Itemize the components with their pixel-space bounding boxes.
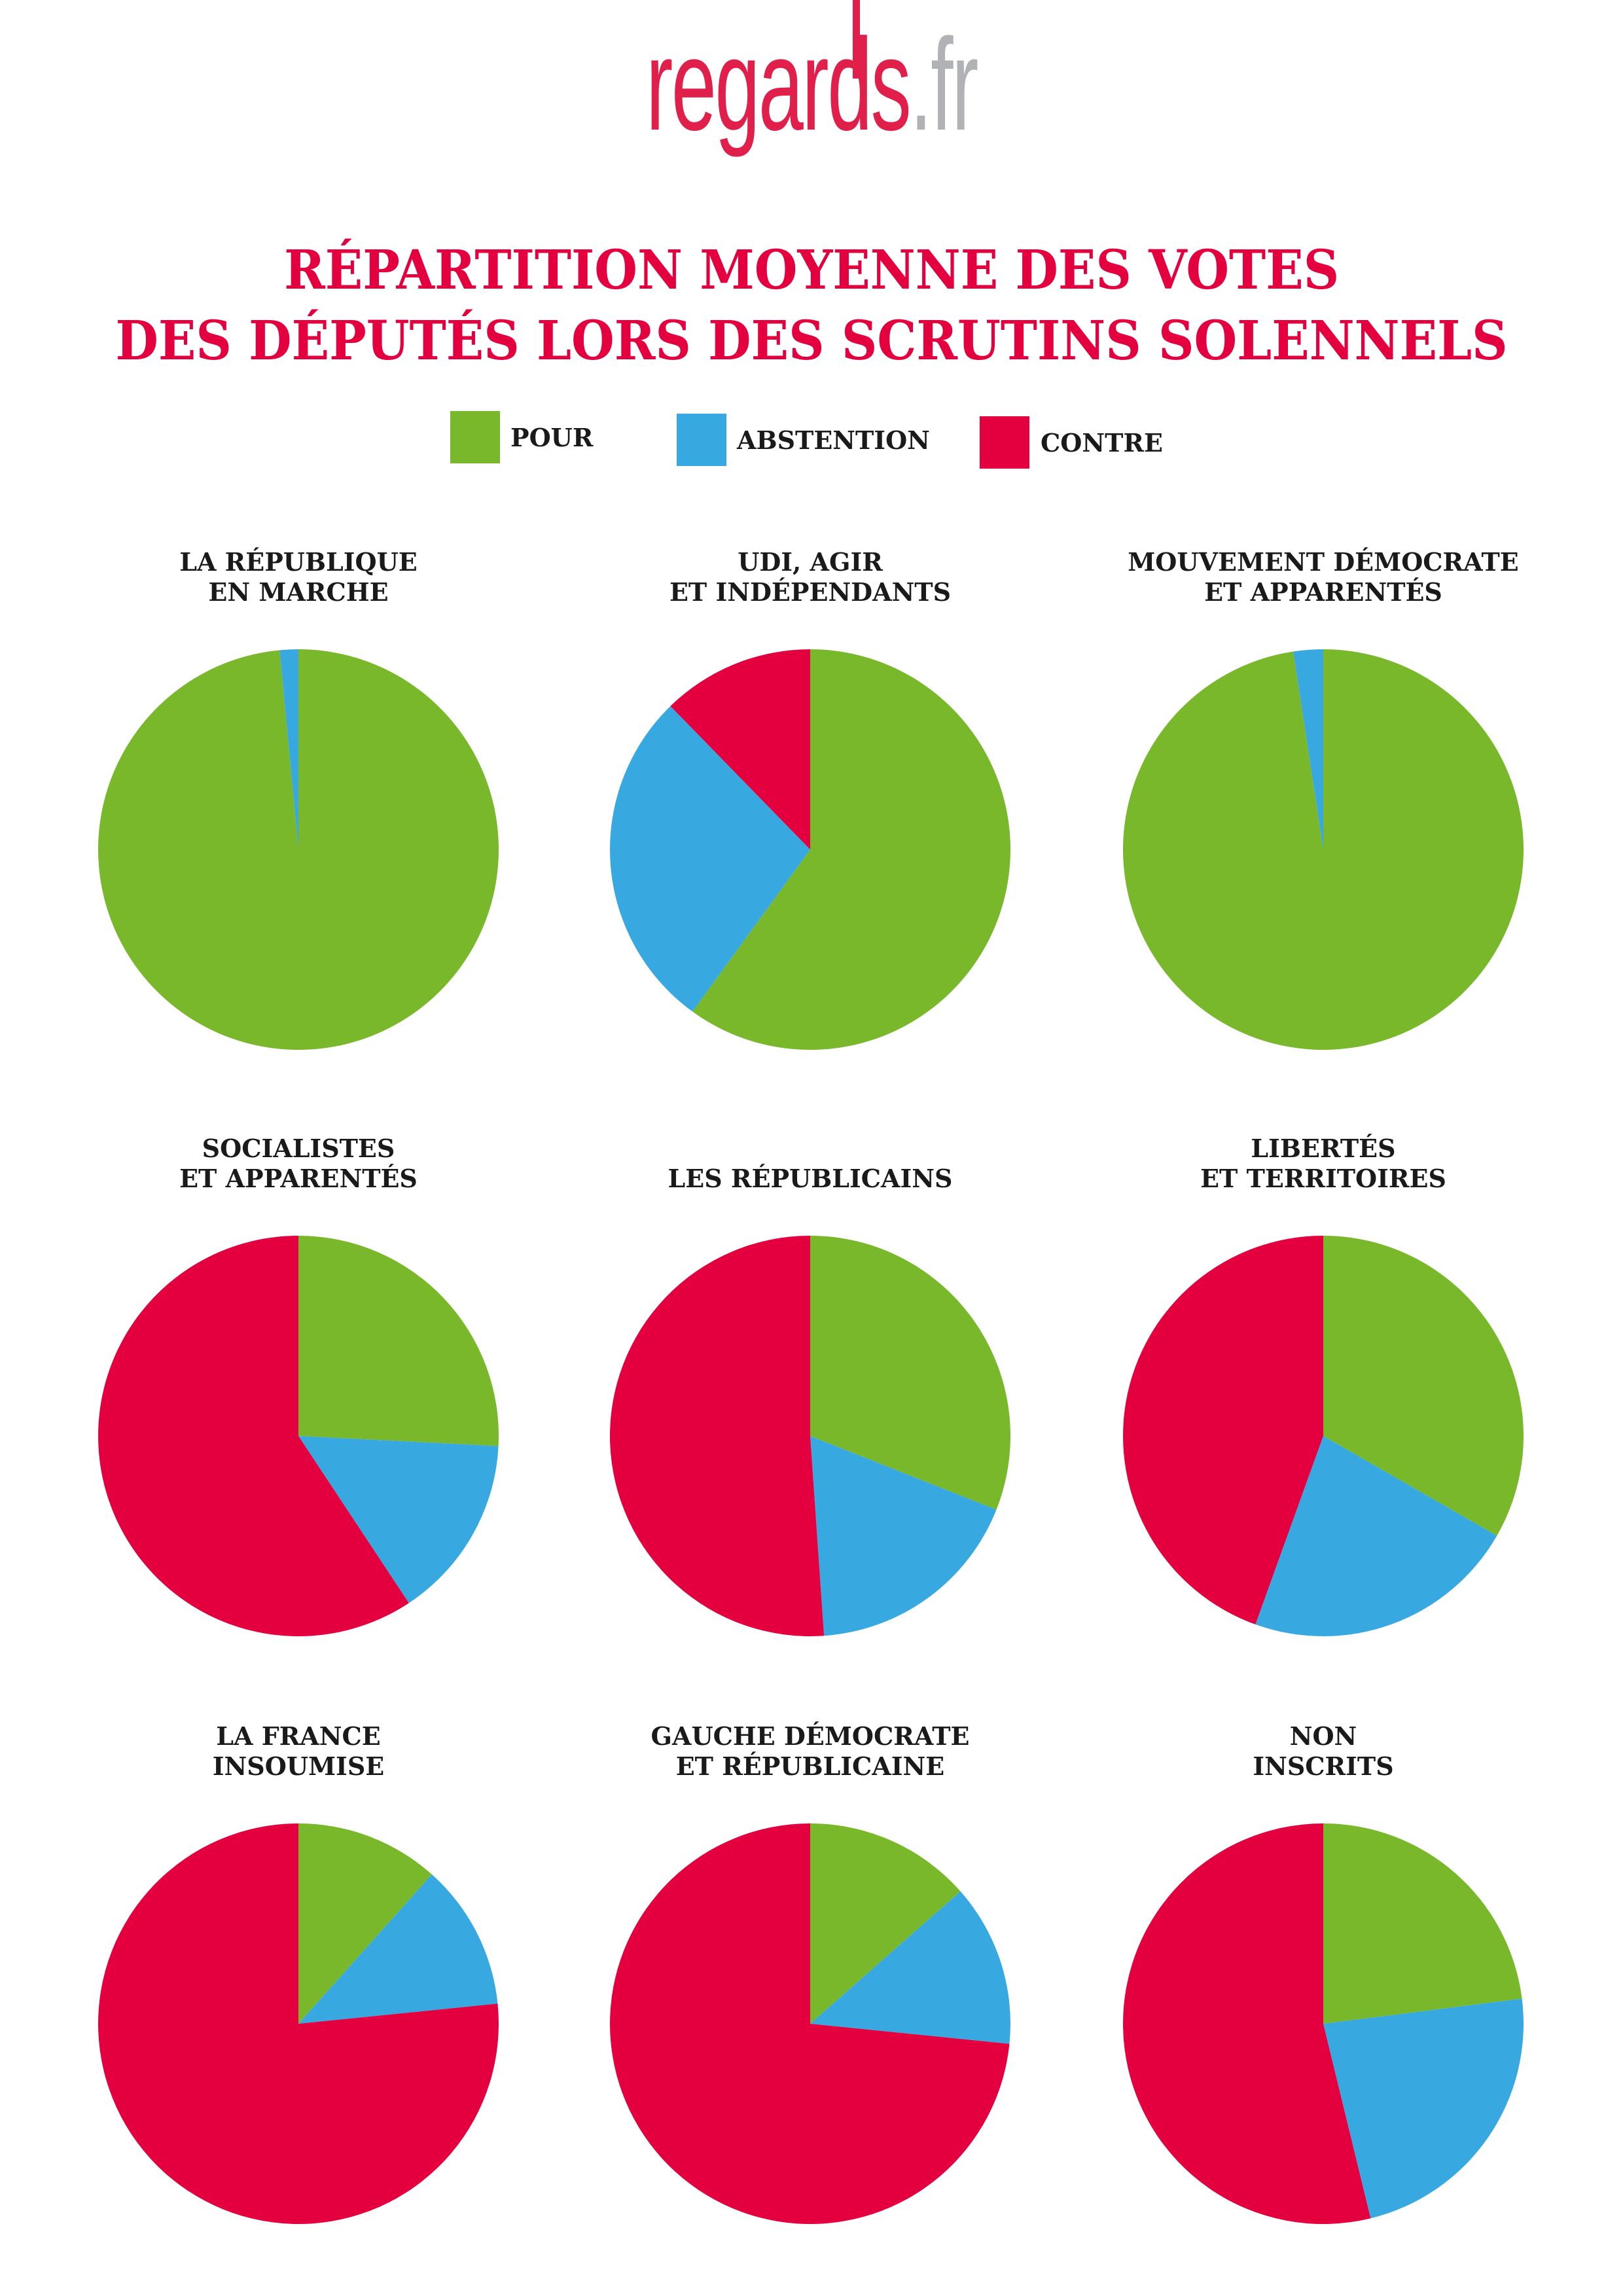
pie-slice-pour (810, 1236, 1010, 1510)
pie-title: LIBERTÉS ET TERRITOIRES (1075, 1134, 1572, 1194)
pie-title: LA FRANCE INSOUMISE (50, 1721, 547, 1782)
pie-title: UDI, AGIR ET INDÉPENDANTS (562, 547, 1059, 607)
pie-title-title-line1: SOCIALISTES (202, 1134, 395, 1163)
legend-label-abstention: ABSTENTION (737, 425, 930, 455)
logo-bar (853, 0, 860, 79)
pie-chart (609, 1236, 1010, 1636)
legend-swatch-contre (980, 416, 1029, 469)
pie-slice-contre (1123, 1823, 1371, 2224)
pie-slice-contre (98, 1236, 409, 1636)
pie-slice-abstention (298, 1874, 498, 2024)
pie-slice-contre (670, 649, 810, 850)
pie-title-title-line2: ET RÉPUBLICAINE (675, 1751, 945, 1781)
chart-title-line2: DES DÉPUTÉS LORS DES SCRUTINS SOLENNELS (115, 310, 1508, 372)
pie-slice-abstention (610, 706, 810, 1012)
pie-title: LA RÉPUBLIQUE EN MARCHE (50, 547, 547, 607)
legend-swatch-pour (450, 411, 500, 463)
pie-slice-abstention (298, 1436, 499, 1604)
pie-title-title-line2: INSOUMISE (212, 1751, 385, 1781)
pie-chart (1122, 1236, 1524, 1636)
pie-title-title-line1: MOUVEMENT DÉMOCRATE (1128, 547, 1519, 577)
pie-slice-abstention (810, 1436, 997, 1636)
pie-slice-abstention (1255, 1436, 1497, 1636)
pie-slice-pour (810, 1823, 961, 2024)
pie-title-title-line1: UDI, AGIR (738, 547, 883, 577)
legend-label-pour: POUR (510, 423, 594, 452)
pie-chart (98, 1823, 499, 2224)
pie-chart (98, 1236, 499, 1636)
pie-slice-abstention (810, 1891, 1010, 2044)
pie-title: SOCIALISTES ET APPARENTÉS (50, 1134, 547, 1194)
pie-slice-contre (98, 1823, 499, 2224)
pie-slice-pour (1323, 1823, 1522, 2024)
pie-title-title-line1: LA FRANCE (216, 1721, 381, 1751)
pie-slice-pour (1323, 1236, 1524, 1536)
pie-slice-abstention (279, 649, 298, 850)
pie-title-title-line2: INSCRITS (1253, 1751, 1394, 1781)
chart-title-line1: RÉPARTITION MOYENNE DES VOTES (283, 239, 1340, 302)
pie-title: GAUCHE DÉMOCRATE ET RÉPUBLICAINE (562, 1721, 1059, 1782)
logo-tld: .fr (910, 12, 978, 158)
pie-title-title-line1: LES RÉPUBLICAINS (668, 1164, 953, 1193)
pie-chart (1123, 1823, 1524, 2224)
pie-slice-pour (298, 1823, 432, 2024)
pie-slice-abstention (1323, 1998, 1524, 2219)
pie-slice-pour (692, 649, 1010, 1050)
logo-main: regards (646, 12, 912, 158)
pie-slice-contre (1122, 1236, 1323, 1624)
pie-chart (610, 649, 1010, 1050)
legend-swatch-abstention (677, 414, 726, 466)
pie-chart (609, 1823, 1010, 2224)
legend-label-contre: CONTRE (1041, 428, 1163, 457)
logo-text: regards.fr (646, 20, 978, 151)
regards-logo: regards.fr (0, 0, 1623, 170)
pie-slice-contre (609, 1236, 825, 1636)
pie-slice-abstention (1293, 649, 1323, 850)
pie-chart (98, 649, 499, 1050)
pie-title-title-line1: LA RÉPUBLIQUE (179, 547, 418, 577)
pie-chart (1123, 649, 1524, 1050)
pie-title: MOUVEMENT DÉMOCRATE ET APPARENTÉS (1075, 547, 1572, 607)
pie-title-title-line1: NON (1289, 1721, 1357, 1751)
pie-title-title-line2: ET APPARENTÉS (179, 1164, 418, 1193)
pie-title-title-line1: GAUCHE DÉMOCRATE (651, 1721, 970, 1751)
pie-title-title-line1: LIBERTÉS (1251, 1134, 1396, 1163)
pie-title-title-line2: ET TERRITOIRES (1200, 1164, 1446, 1193)
pie-title: NON INSCRITS (1075, 1721, 1572, 1782)
pie-title-title-line2: ET INDÉPENDANTS (669, 577, 952, 607)
pie-title-title-line2: EN MARCHE (208, 577, 389, 607)
pie-title: LES RÉPUBLICAINS (562, 1164, 1059, 1194)
pie-slice-contre (609, 1823, 1010, 2224)
pie-slice-pour (298, 1236, 499, 1446)
pie-title-title-line2: ET APPARENTÉS (1204, 577, 1442, 607)
